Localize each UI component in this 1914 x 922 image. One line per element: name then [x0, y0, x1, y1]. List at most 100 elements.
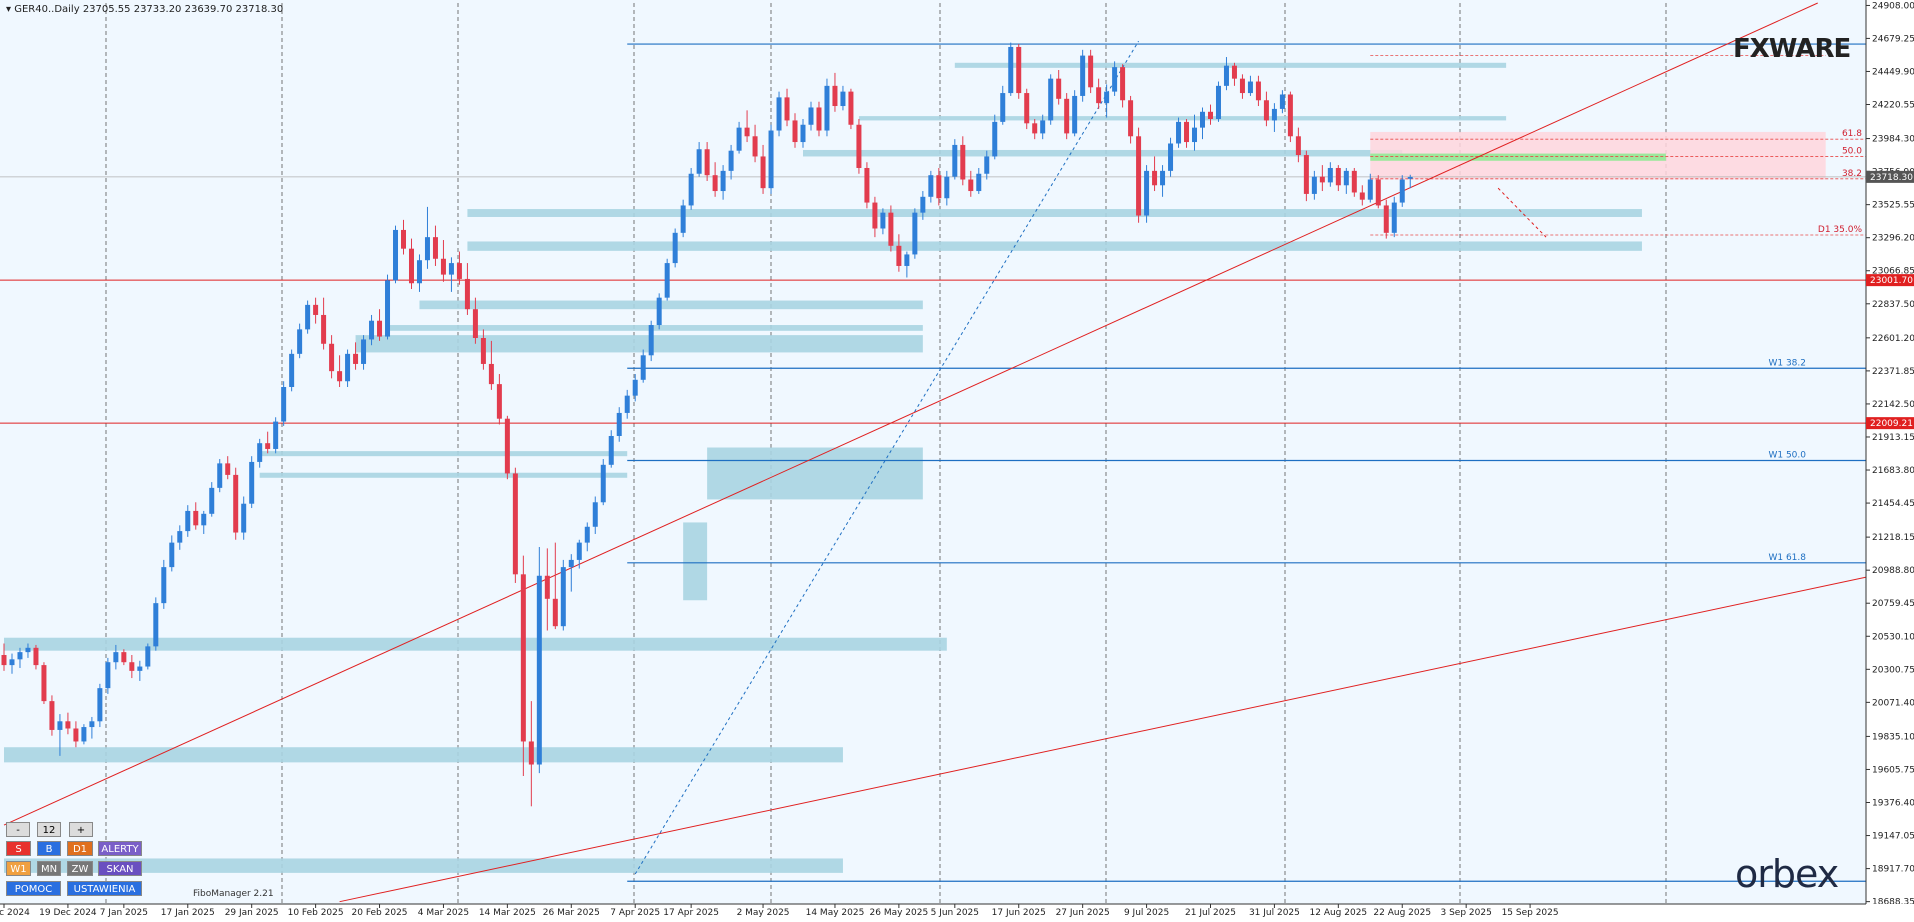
price-tick-label: 24449.90 — [1872, 67, 1914, 77]
candle-body — [265, 443, 271, 449]
time-tick-label: 7 Apr 2025 — [610, 908, 660, 918]
w1-fib-label: W1 50.0 — [1768, 450, 1806, 460]
candle-body — [1152, 170, 1158, 186]
candle-body — [760, 156, 766, 189]
candle-body — [49, 701, 55, 730]
value-field[interactable]: 12 — [37, 822, 61, 837]
time-tick-label: 15 Sep 2025 — [1502, 908, 1559, 918]
candle-body — [728, 150, 734, 171]
settings-button[interactable]: USTAWIENIA — [67, 881, 142, 896]
price-tick-label: 22142.50 — [1872, 400, 1914, 410]
candle-body — [544, 575, 550, 599]
sell-button[interactable]: S — [6, 841, 31, 856]
price-axis-background — [1866, 0, 1914, 922]
candle-body — [600, 464, 606, 503]
candle-body — [1064, 98, 1070, 134]
buy-button[interactable]: B — [37, 841, 61, 856]
candle-body — [1080, 55, 1086, 96]
candle-body — [337, 371, 343, 382]
candle-body — [1215, 85, 1221, 119]
candle-body — [584, 526, 590, 543]
increase-button[interactable]: + — [69, 822, 93, 837]
candle-body — [688, 173, 694, 206]
candle-body — [1295, 136, 1301, 156]
candle-body — [992, 121, 998, 157]
mn-button[interactable]: MN — [37, 861, 61, 876]
candle-body — [624, 395, 630, 413]
sr-zone — [803, 149, 1403, 157]
price-tick-label: 23296.20 — [1872, 234, 1914, 244]
candle-body — [864, 167, 870, 203]
candle-body — [432, 237, 438, 259]
candle-body — [1255, 81, 1261, 101]
candle-body — [664, 263, 670, 298]
sr-zone — [4, 858, 843, 873]
candle-body — [393, 229, 399, 281]
time-tick-label: 26 May 2025 — [870, 908, 929, 918]
decrease-button[interactable]: - — [6, 822, 30, 837]
trendline — [3, 2, 1818, 826]
candle-body — [752, 136, 758, 157]
candle-body — [377, 320, 383, 337]
candle-body — [161, 567, 167, 604]
candle-body — [1184, 121, 1190, 143]
price-tick-label: 23984.30 — [1872, 135, 1914, 145]
candle-body — [1367, 179, 1373, 200]
candle-body — [792, 120, 798, 143]
last-price-tag: 23718.30 — [1870, 173, 1913, 183]
dropdown-triangle-icon[interactable]: ▾ — [6, 4, 12, 15]
ohlc-label: 23705.55 23733.20 23639.70 23718.30 — [82, 4, 284, 15]
price-tick-label: 19147.05 — [1872, 832, 1914, 842]
candlesticks — [1, 42, 1413, 807]
candle-body — [784, 97, 790, 121]
w1-button[interactable]: W1 — [6, 861, 31, 876]
candle-body — [201, 513, 207, 526]
candle-body — [241, 503, 247, 533]
candle-body — [321, 314, 327, 344]
price-tick-label: 21683.80 — [1872, 466, 1914, 476]
candle-body — [880, 212, 886, 229]
time-tick-label: 26 Mar 2025 — [543, 908, 600, 918]
candle-body — [1008, 46, 1014, 94]
candle-body — [369, 320, 375, 340]
time-tick-label: 22 Aug 2025 — [1373, 908, 1431, 918]
zw-button[interactable]: ZW — [67, 861, 93, 876]
sr-zone — [954, 62, 1507, 68]
candle-body — [113, 652, 119, 663]
candle-body — [1176, 121, 1182, 144]
candle-body — [720, 170, 726, 192]
candle-body — [305, 304, 311, 330]
time-tick-label: 27 Jun 2025 — [1056, 908, 1110, 918]
d1-button[interactable]: D1 — [67, 841, 93, 856]
fxware-logo: FXWARE — [1733, 34, 1851, 64]
candle-body — [1231, 65, 1237, 79]
candle-body — [648, 325, 654, 356]
candle-body — [736, 127, 742, 151]
help-button[interactable]: POMOC — [6, 881, 61, 896]
alerts-button[interactable]: ALERTY — [98, 841, 142, 856]
time-axis-background — [0, 904, 1914, 922]
candle-body — [488, 363, 494, 385]
scan-button[interactable]: SKAN — [98, 861, 142, 876]
price-tick-label: 18917.70 — [1872, 865, 1914, 875]
candle-body — [153, 603, 159, 647]
candle-body — [848, 91, 854, 125]
last-price-tag-bg — [1866, 170, 1914, 183]
candle-body — [800, 124, 806, 143]
candle-body — [1072, 95, 1078, 134]
price-tick-label: 24220.55 — [1872, 101, 1914, 111]
candle-body — [217, 463, 223, 488]
candle-body — [1383, 205, 1389, 233]
price-tick-label: 20759.45 — [1872, 599, 1914, 609]
d1-fib-label: 50.0 — [1842, 146, 1862, 156]
candle-body — [1040, 120, 1046, 134]
time-tick-label: 14 Mar 2025 — [479, 908, 536, 918]
candle-body — [424, 237, 430, 261]
fibo-manager-label: FiboManager 2.21 — [193, 889, 274, 899]
sr-zone — [4, 747, 843, 763]
price-tick-label: 20530.10 — [1872, 632, 1914, 642]
candle-body — [1200, 111, 1205, 128]
candle-body — [856, 124, 862, 168]
